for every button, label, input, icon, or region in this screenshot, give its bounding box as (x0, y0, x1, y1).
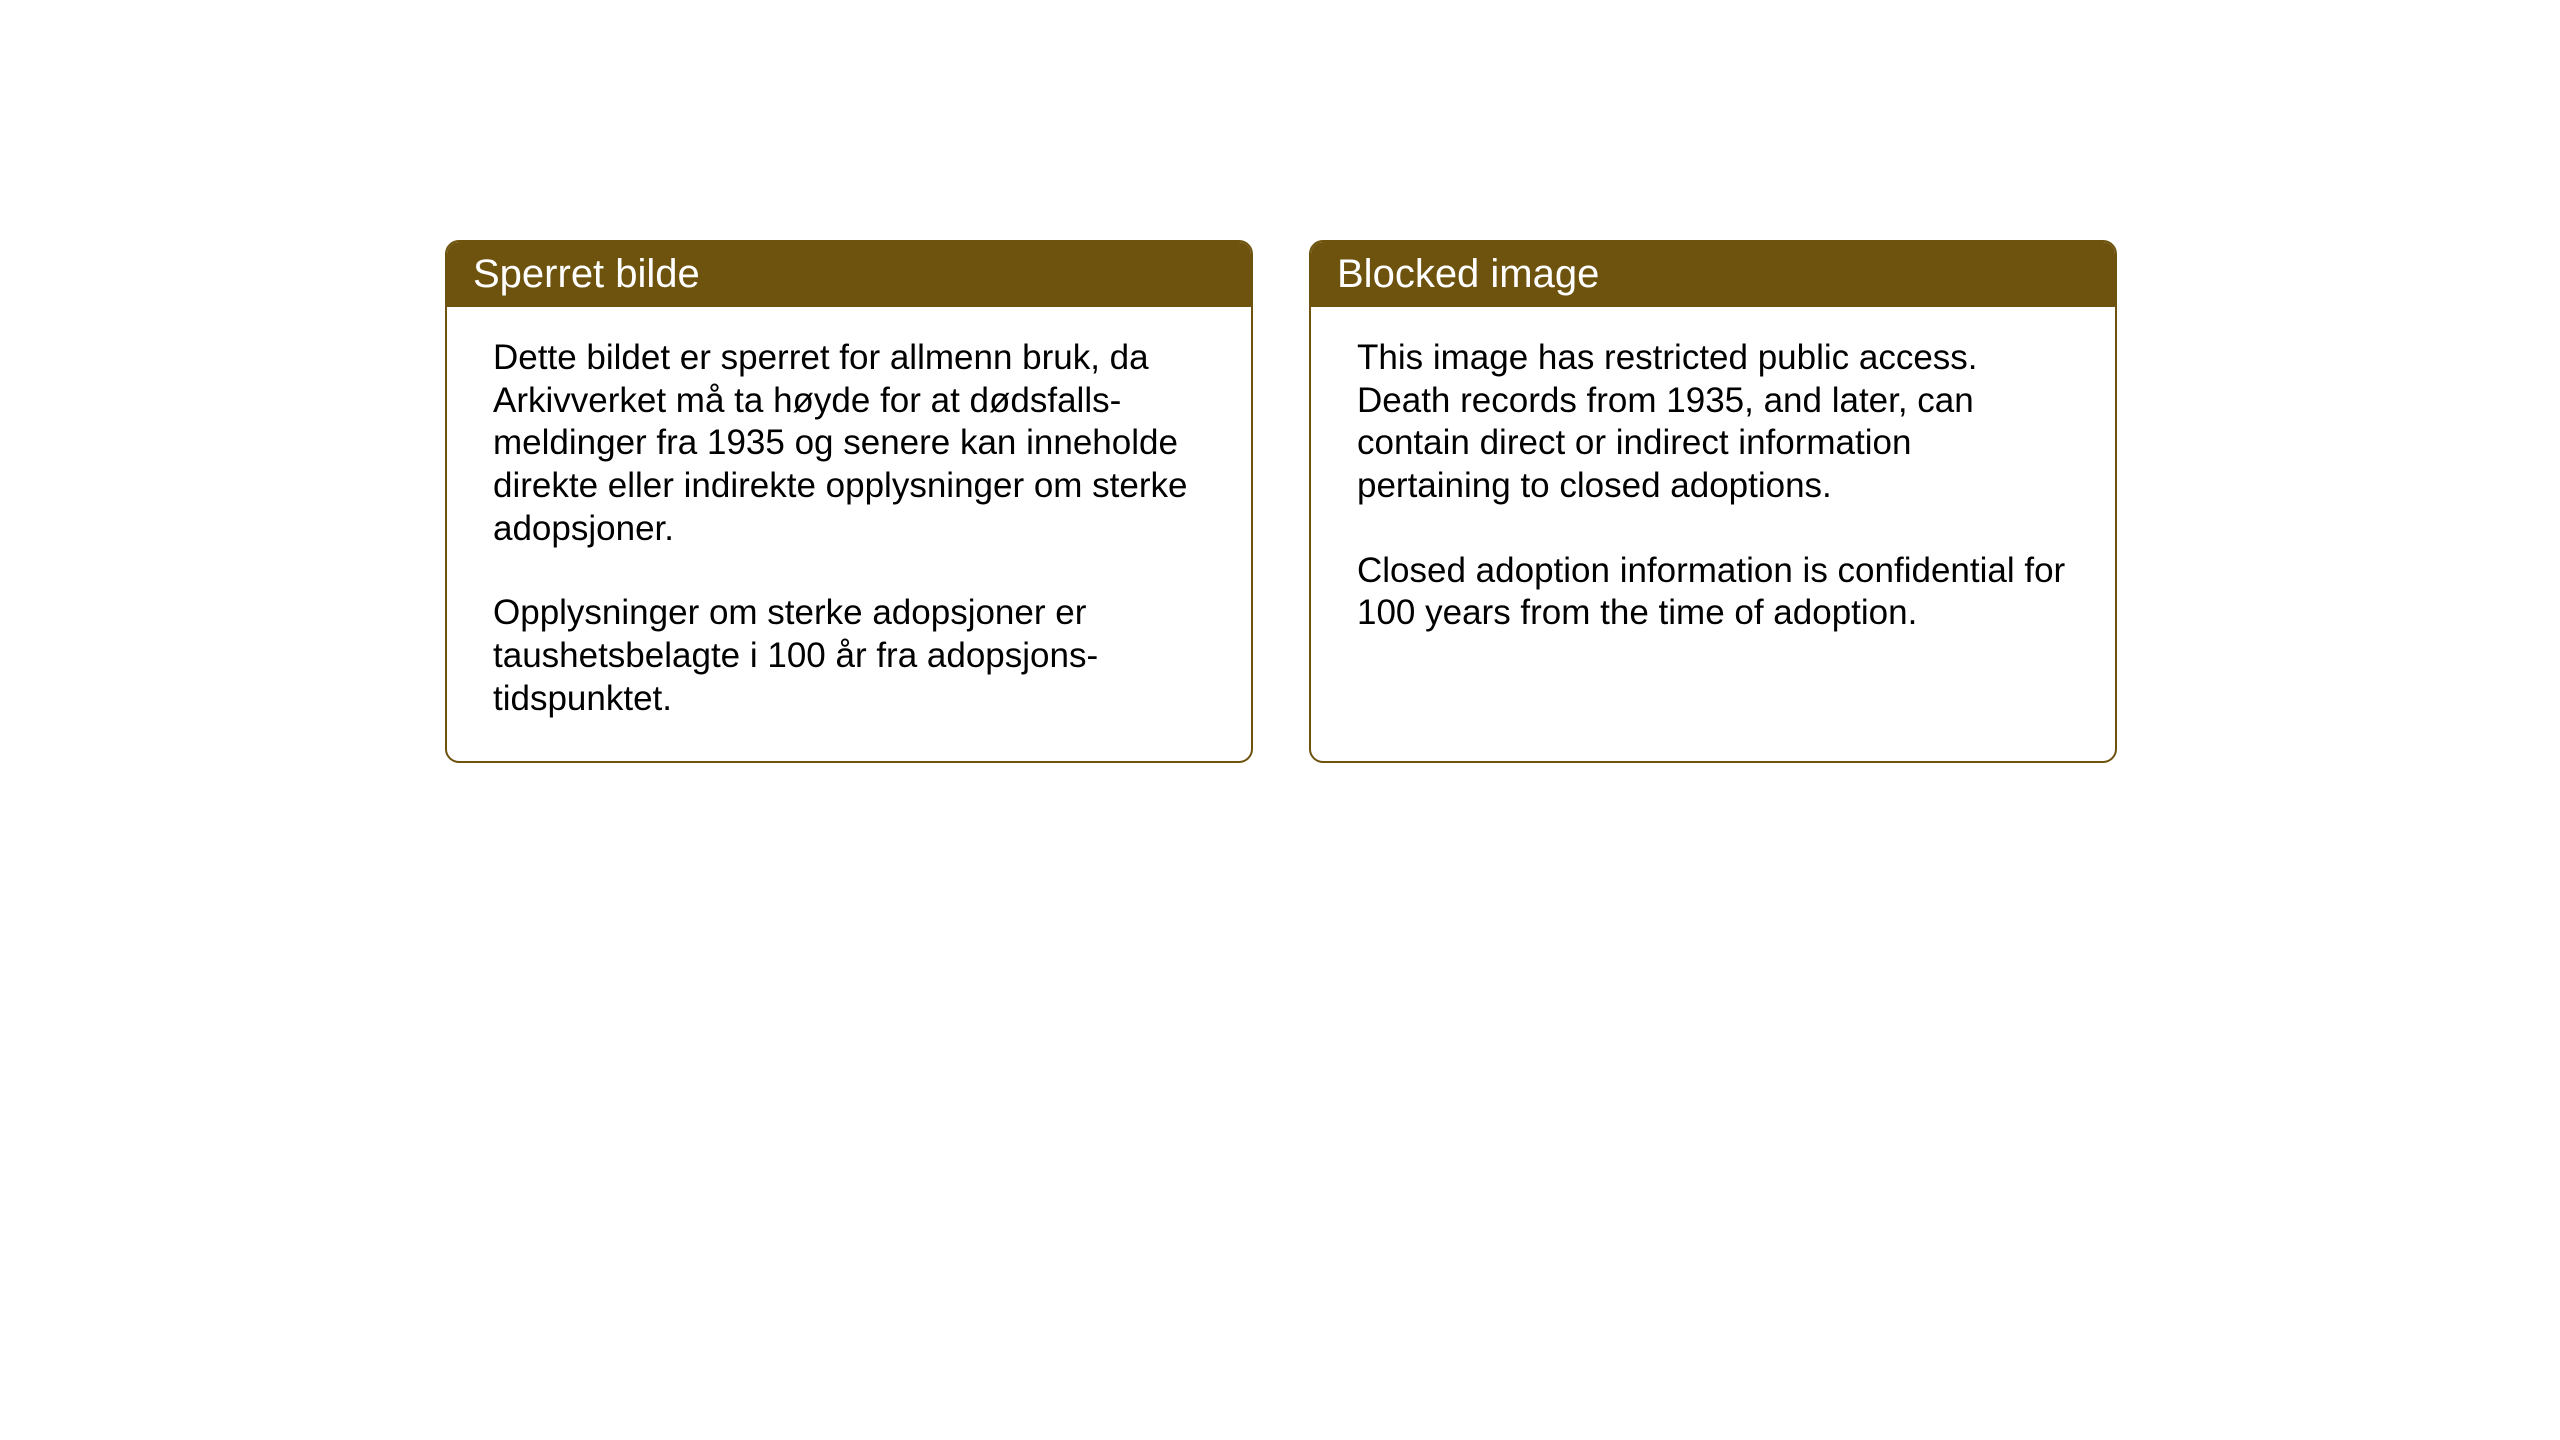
card-english: Blocked image This image has restricted … (1309, 240, 2117, 763)
card-paragraph: This image has restricted public access.… (1357, 337, 2069, 508)
card-header-english: Blocked image (1311, 242, 2115, 307)
card-paragraph: Dette bildet er sperret for allmenn bruk… (493, 337, 1205, 550)
notice-cards-container: Sperret bilde Dette bildet er sperret fo… (445, 240, 2117, 763)
card-paragraph: Closed adoption information is confident… (1357, 550, 2069, 635)
card-body-english: This image has restricted public access.… (1311, 307, 2115, 737)
card-header-norwegian: Sperret bilde (447, 242, 1251, 307)
card-paragraph: Opplysninger om sterke adopsjoner er tau… (493, 592, 1205, 720)
card-body-norwegian: Dette bildet er sperret for allmenn bruk… (447, 307, 1251, 761)
card-norwegian: Sperret bilde Dette bildet er sperret fo… (445, 240, 1253, 763)
